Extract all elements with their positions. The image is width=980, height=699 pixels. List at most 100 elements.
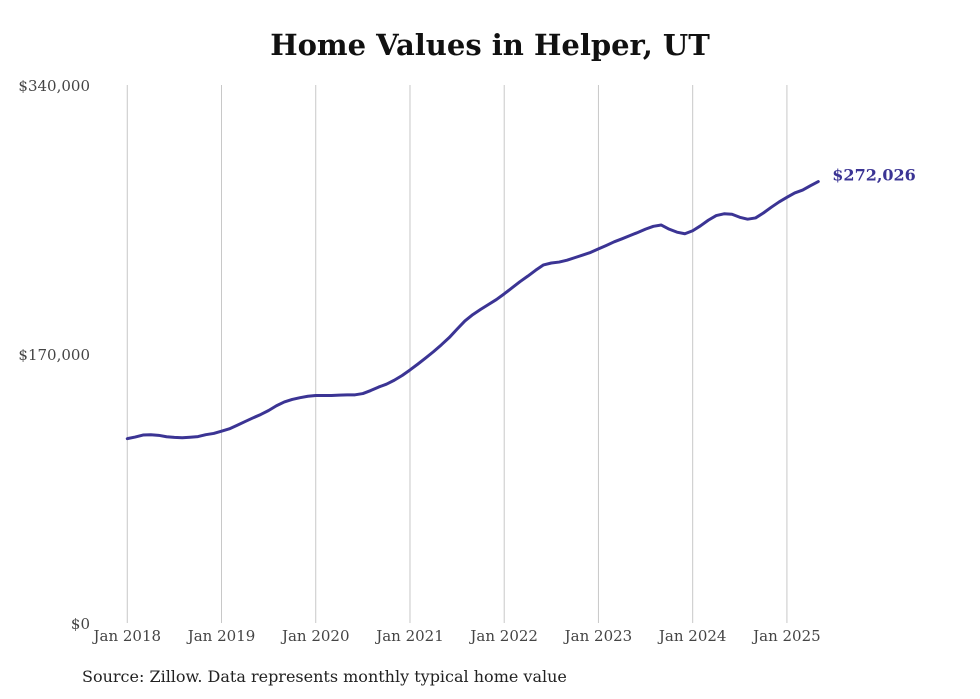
data-point [259,413,262,416]
data-point [440,343,443,346]
data-point [463,319,466,322]
x-tick-label: Jan 2025 [751,627,821,645]
data-point [228,427,231,430]
data-point [668,228,671,231]
data-point [652,225,655,228]
plot-area [125,180,820,441]
data-point [393,379,396,382]
data-point [142,434,145,437]
data-point [636,231,639,234]
source-note: Source: Zillow. Data represents monthly … [82,667,567,686]
end-value-label: $272,026 [832,166,916,185]
data-point [204,433,207,436]
data-point [785,196,788,199]
data-point [707,219,710,222]
y-tick-label: $170,000 [18,346,90,364]
data-point [738,216,741,219]
data-point [566,259,569,262]
data-point [220,430,223,433]
data-point [801,189,804,192]
data-point [165,435,168,438]
data-point [660,224,663,227]
data-point [723,212,726,215]
data-point [196,435,199,438]
data-point [369,389,372,392]
data-point [597,247,600,250]
data-point [424,356,427,359]
y-tick-label: $340,000 [18,77,90,95]
data-point [448,336,451,339]
data-point [762,212,765,215]
data-point [361,392,364,395]
data-point [322,394,325,397]
data-point [416,363,419,366]
data-point [275,404,278,407]
x-tick-label: Jan 2020 [280,627,350,645]
data-point [558,261,561,264]
data-point [134,436,137,439]
data-point [730,213,733,216]
x-tick-label: Jan 2023 [563,627,633,645]
x-tick-label: Jan 2021 [374,627,444,645]
x-tick-label: Jan 2024 [657,627,727,645]
data-point [581,254,584,257]
data-point [456,328,459,331]
data-point [479,308,482,311]
x-tick-label: Jan 2019 [186,627,256,645]
data-point [306,395,309,398]
data-point [354,393,357,396]
y-axis: $0 $170,000 $340,000 [18,77,90,633]
data-point [346,393,349,396]
data-point [503,292,506,295]
data-point [401,374,404,377]
x-tick-label: Jan 2018 [91,627,161,645]
data-point [809,184,812,187]
data-point [149,433,152,436]
data-point [699,224,702,227]
data-point [691,229,694,232]
data-point [778,200,781,203]
data-point [534,269,537,272]
data-point [550,262,553,265]
data-point [236,424,239,427]
data-point [432,350,435,353]
gridlines [126,85,788,623]
data-point [573,256,576,259]
data-point [542,263,545,266]
data-point [715,214,718,217]
data-point [385,383,388,386]
y-tick-label: $0 [71,615,90,633]
series-line [125,180,820,441]
chart-title: Home Values in Helper, UT [270,28,710,62]
x-tick-label: Jan 2022 [468,627,538,645]
data-point [377,386,380,389]
data-point [675,231,678,234]
data-point [338,394,341,397]
data-point [173,436,176,439]
data-point [683,232,686,235]
data-point [770,206,773,209]
data-point [511,286,514,289]
data-point [487,303,490,306]
end-label-group: $272,026 [832,166,916,185]
data-point [251,416,254,419]
data-point [526,275,529,278]
data-point [754,216,757,219]
data-point [518,280,521,283]
data-point [644,228,647,231]
data-point [746,218,749,221]
data-point [212,432,215,435]
data-point [244,420,247,423]
data-point [589,251,592,254]
x-axis: Jan 2018 Jan 2019 Jan 2020 Jan 2021 Jan 2022… [91,627,820,645]
data-point [495,298,498,301]
data-point [283,400,286,403]
data-point [408,368,411,371]
data-point [793,191,796,194]
data-point [613,240,616,243]
data-point [181,436,184,439]
data-point [189,436,192,439]
data-point [299,396,302,399]
data-point [267,409,270,412]
